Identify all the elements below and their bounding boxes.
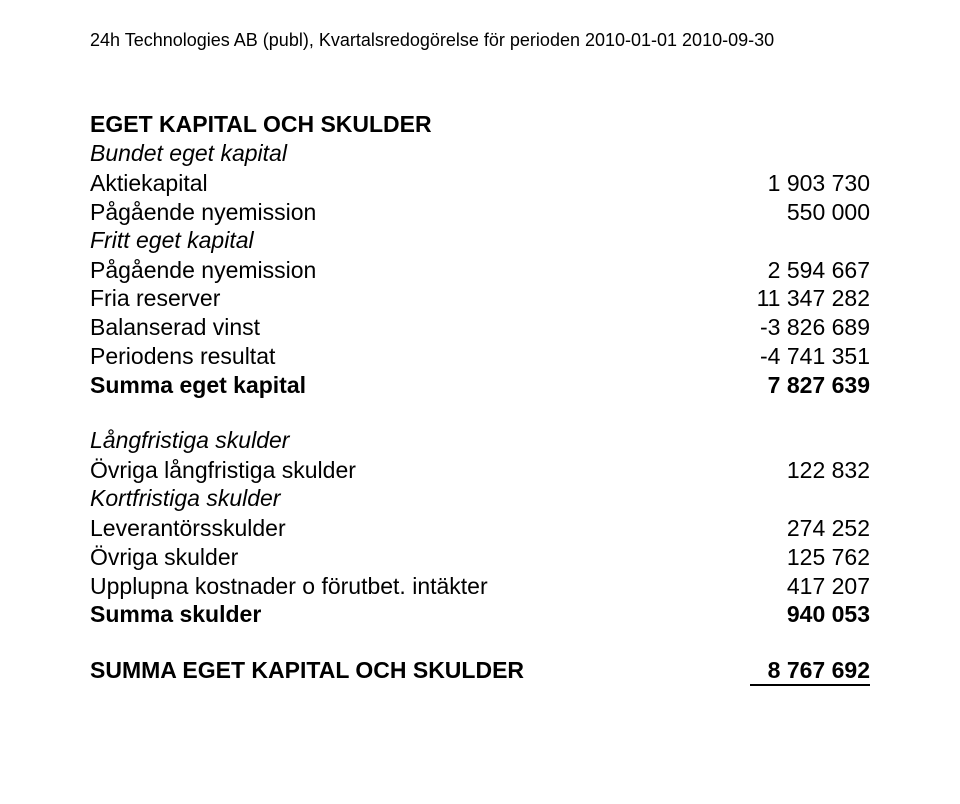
value-sum-sk: 940 053: [670, 600, 870, 629]
label-lev: Leverantörsskulder: [90, 514, 670, 543]
value-pag-ny1: 550 000: [670, 198, 870, 227]
section-title-eget-kapital: EGET KAPITAL OCH SKULDER: [90, 111, 870, 138]
label-fria: Fria reserver: [90, 284, 670, 313]
value-uppl: 417 207: [670, 572, 870, 601]
value-sum-eget: 7 827 639: [670, 371, 870, 400]
value-fria: 11 347 282: [670, 284, 870, 313]
row-periodens-resultat: Periodens resultat -4 741 351: [90, 342, 870, 371]
label-bal: Balanserad vinst: [90, 313, 670, 342]
value-bal: -3 826 689: [670, 313, 870, 342]
label-pag-ny2: Pågående nyemission: [90, 256, 670, 285]
row-leverantorsskulder: Leverantörsskulder 274 252: [90, 514, 870, 543]
row-summa-skulder: Summa skulder 940 053: [90, 600, 870, 629]
label-ovr-lang: Övriga långfristiga skulder: [90, 456, 670, 485]
label-summa-total: SUMMA EGET KAPITAL OCH SKULDER: [90, 657, 524, 686]
row-aktiekapital: Aktiekapital 1 903 730: [90, 169, 870, 198]
label-uppl: Upplupna kostnader o förutbet. intäkter: [90, 572, 670, 601]
label-sum-eget: Summa eget kapital: [90, 371, 670, 400]
label-pag-ny1: Pågående nyemission: [90, 198, 670, 227]
subheading-langfristiga: Långfristiga skulder: [90, 427, 870, 454]
value-aktiekapital: 1 903 730: [670, 169, 870, 198]
value-summa-total: 8 767 692: [750, 657, 870, 686]
document-header: 24h Technologies AB (publ), Kvartalsredo…: [90, 30, 870, 51]
value-pag-ny2: 2 594 667: [670, 256, 870, 285]
row-summa-eget-kapital: Summa eget kapital 7 827 639: [90, 371, 870, 400]
document-page: 24h Technologies AB (publ), Kvartalsredo…: [0, 0, 960, 686]
row-pagaende-nyemission-2: Pågående nyemission 2 594 667: [90, 256, 870, 285]
subheading-fritt: Fritt eget kapital: [90, 227, 870, 254]
subheading-bundet: Bundet eget kapital: [90, 140, 870, 167]
row-fria-reserver: Fria reserver 11 347 282: [90, 284, 870, 313]
row-ovriga-skulder: Övriga skulder 125 762: [90, 543, 870, 572]
row-balanserad-vinst: Balanserad vinst -3 826 689: [90, 313, 870, 342]
value-summa-total-underlined: 8 767 692: [750, 657, 870, 686]
label-sum-sk: Summa skulder: [90, 600, 670, 629]
label-ovr-sk: Övriga skulder: [90, 543, 670, 572]
row-ovriga-langfristiga: Övriga långfristiga skulder 122 832: [90, 456, 870, 485]
value-ovr-sk: 125 762: [670, 543, 870, 572]
value-per: -4 741 351: [670, 342, 870, 371]
row-upplupna: Upplupna kostnader o förutbet. intäkter …: [90, 572, 870, 601]
value-ovr-lang: 122 832: [670, 456, 870, 485]
row-summa-total: SUMMA EGET KAPITAL OCH SKULDER 8 767 692: [90, 657, 870, 686]
label-per: Periodens resultat: [90, 342, 670, 371]
subheading-kortfristiga: Kortfristiga skulder: [90, 485, 870, 512]
value-lev: 274 252: [670, 514, 870, 543]
label-aktiekapital: Aktiekapital: [90, 169, 670, 198]
row-pagaende-nyemission-1: Pågående nyemission 550 000: [90, 198, 870, 227]
